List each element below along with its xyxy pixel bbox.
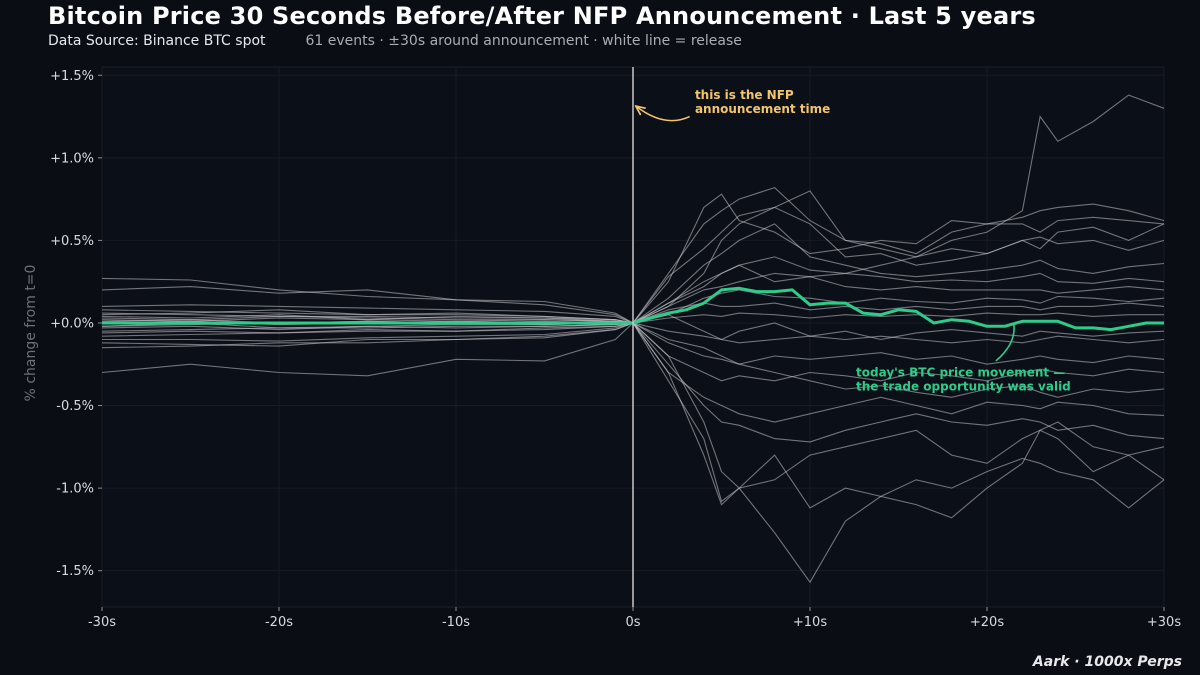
event-series-line	[101, 322, 1165, 519]
credit-text: Aark · 1000x Perps	[1032, 654, 1182, 670]
x-tick-label: 0s	[625, 615, 640, 630]
today-annotation-arrow	[995, 322, 1015, 362]
x-tick-label: -10s	[442, 615, 470, 630]
x-tick-label: -30s	[88, 615, 116, 630]
x-tick-label: +30s	[1147, 615, 1181, 630]
x-tick-label: -20s	[265, 615, 293, 630]
today-series-line	[102, 286, 1164, 332]
event-series-line	[102, 322, 1165, 365]
event-series-line	[101, 223, 1165, 324]
y-tick-label: +1.0%	[50, 151, 94, 166]
chart-subtitle: Data Source: Binance BTC spot 61 events ·…	[48, 33, 742, 49]
data-source: Data Source: Binance BTC spot	[48, 33, 266, 49]
chart-meta: 61 events · ±30s around announcement · w…	[305, 33, 742, 49]
event-series-line	[101, 322, 1165, 443]
event-series-line	[101, 312, 1164, 332]
event-series-line	[101, 309, 1165, 584]
release-annotation-arrow	[637, 107, 690, 122]
release-annotation-text: announcement time	[695, 102, 830, 116]
y-axis-label: % change from t=0	[23, 265, 39, 402]
event-series-line	[101, 223, 1165, 326]
chart-title: Bitcoin Price 30 Seconds Before/After NF…	[48, 2, 1036, 30]
y-tick-label: +0.0%	[50, 316, 94, 331]
y-tick-label: -1.0%	[56, 482, 94, 497]
event-series-line	[101, 94, 1165, 324]
event-series-line	[101, 322, 1165, 398]
today-annotation-text: today's BTC price movement —	[856, 366, 1065, 380]
y-tick-label: +0.5%	[50, 234, 94, 249]
x-tick-label: +20s	[970, 615, 1004, 630]
today-annotation-text: the trade opportunity was valid	[856, 380, 1071, 394]
y-tick-label: -1.5%	[56, 564, 94, 579]
event-series-line	[101, 193, 1165, 324]
y-tick-label: -0.5%	[56, 399, 94, 414]
event-series-line	[101, 256, 1165, 324]
x-tick-label: +10s	[793, 615, 827, 630]
event-series-line	[101, 302, 1165, 324]
y-tick-label: +1.5%	[50, 69, 94, 84]
release-annotation-text: this is the NFP	[695, 88, 794, 102]
event-series-line	[101, 322, 1165, 423]
